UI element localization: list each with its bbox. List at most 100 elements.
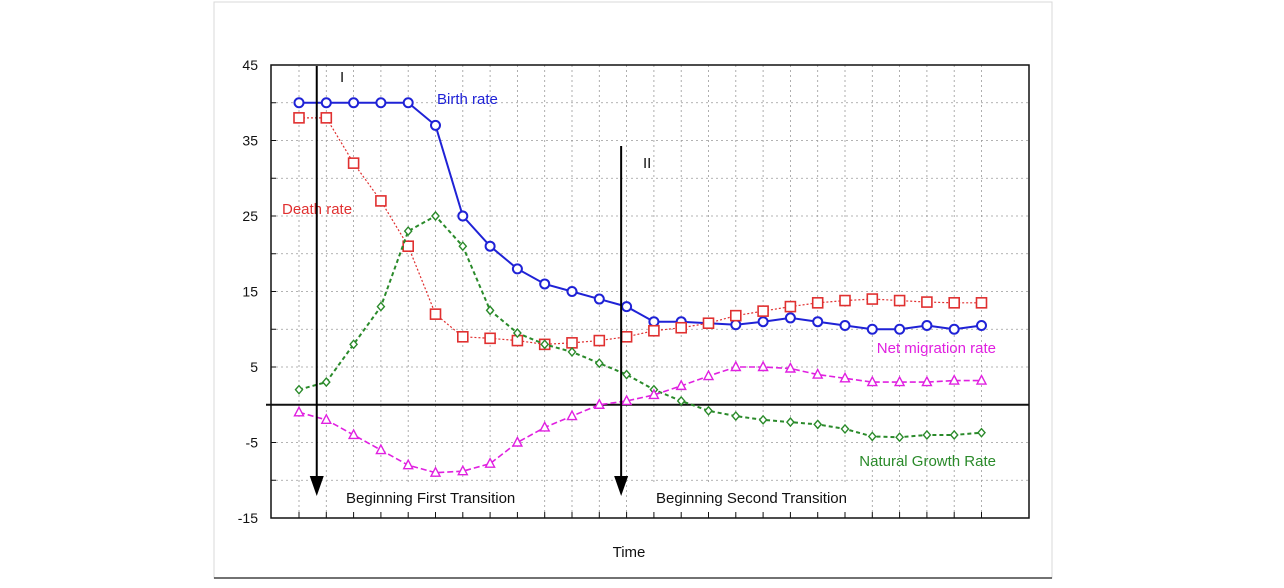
series-natural-growth-rate: Natural Growth Rate bbox=[294, 210, 996, 470]
net-migration-rate-line bbox=[298, 366, 982, 474]
death-rate-point bbox=[484, 332, 496, 345]
net-migration-rate-point bbox=[893, 375, 906, 387]
natural-growth-rate-point bbox=[977, 427, 986, 438]
death-rate-point bbox=[811, 297, 824, 309]
series-net-migration-rate: Net migration rate bbox=[293, 340, 996, 477]
birth-rate-point bbox=[293, 97, 305, 109]
birth-rate-point bbox=[484, 240, 496, 252]
transition-markers: I Beginning First Transition II Beginning S… bbox=[309, 66, 853, 512]
birth-rate-point bbox=[948, 323, 960, 335]
net-migration-rate-point bbox=[429, 466, 442, 477]
death-rate-point bbox=[784, 300, 797, 313]
natural-growth-rate-point bbox=[567, 346, 577, 357]
transition-roman-label: II bbox=[643, 155, 651, 172]
birth-rate-point bbox=[348, 97, 360, 109]
death-rate-point bbox=[648, 324, 660, 337]
death-rate-point bbox=[320, 112, 333, 124]
net-migration-rate-point bbox=[784, 362, 797, 373]
arrow-head-icon bbox=[614, 476, 629, 496]
y-tick-label: 25 bbox=[242, 208, 258, 224]
arrow-head-icon bbox=[309, 476, 324, 496]
natural-growth-rate-point bbox=[676, 395, 686, 407]
birth-rate-point bbox=[621, 301, 633, 313]
natural-growth-rate-point bbox=[512, 327, 522, 339]
death-rate-point bbox=[948, 297, 961, 309]
natural-growth-rate-point bbox=[485, 305, 495, 316]
transition-marker-1: I Beginning First Transition bbox=[309, 66, 536, 512]
y-tick-labels: 45 35 25 15 5 -5 -15 bbox=[238, 57, 258, 526]
net-migration-rate-point bbox=[620, 394, 633, 406]
y-tick-label: 45 bbox=[242, 57, 258, 73]
transition-marker-2: II Beginning Second Transition bbox=[614, 146, 853, 512]
net-migration-rate-point bbox=[948, 374, 960, 385]
net-migration-rate-point bbox=[566, 409, 578, 421]
net-migration-rate-point bbox=[511, 436, 524, 447]
natural-growth-rate-point bbox=[867, 431, 877, 442]
plot-border bbox=[270, 64, 1030, 519]
annotation-background bbox=[341, 484, 536, 512]
natural-growth-rate-point bbox=[813, 419, 823, 430]
death-rate-point bbox=[429, 308, 442, 320]
net-migration-rate-point bbox=[812, 368, 824, 379]
birth-rate-point bbox=[894, 323, 906, 335]
death-rate-point bbox=[921, 296, 933, 308]
birth-rate-point bbox=[812, 316, 824, 328]
birth-rate-point bbox=[866, 323, 878, 335]
birth-rate-point bbox=[839, 319, 851, 331]
natural-growth-rate-point bbox=[594, 358, 604, 369]
birth-rate-point bbox=[730, 319, 742, 331]
death-rate-point bbox=[620, 330, 633, 343]
birth-rate-point bbox=[784, 312, 796, 324]
natural-growth-rate-point bbox=[458, 241, 468, 252]
net-migration-rate-point bbox=[730, 360, 742, 372]
net-migration-rate-point bbox=[293, 405, 305, 417]
natural-growth-rate-point bbox=[540, 339, 550, 350]
series-birth-rate: Birth rate bbox=[293, 91, 987, 335]
net-migration-rate-point bbox=[320, 413, 332, 425]
death-rate-point bbox=[675, 321, 688, 334]
net-migration-rate-point bbox=[484, 457, 496, 468]
birth-rate-point bbox=[402, 97, 414, 109]
transition-annotation: Beginning Second Transition bbox=[656, 490, 847, 507]
death-rate-point bbox=[456, 330, 469, 343]
net-migration-rate-point bbox=[593, 398, 605, 409]
death-rate-point bbox=[839, 294, 851, 307]
net-migration-rate-point bbox=[702, 369, 715, 381]
birth-rate-point bbox=[757, 316, 769, 328]
birth-rate-point bbox=[430, 119, 441, 131]
y-tick-label: 5 bbox=[250, 359, 258, 375]
net-migration-rate-point bbox=[921, 375, 933, 387]
series-group: Birth rate Death rate Natural Growth Rate N… bbox=[282, 91, 996, 477]
net-migration-rate-point bbox=[866, 375, 878, 387]
net-migration-rate-point bbox=[757, 360, 769, 372]
y-tick-label: 15 bbox=[242, 284, 258, 300]
death-rate-point bbox=[729, 309, 742, 322]
death-rate-point bbox=[375, 195, 387, 207]
net-migration-rate-point bbox=[975, 374, 988, 385]
natural-growth-rate-point bbox=[403, 226, 413, 237]
birth-rate-point bbox=[921, 319, 933, 331]
natural-growth-rate-point bbox=[785, 417, 795, 428]
death-rate-point bbox=[757, 305, 769, 317]
natural-growth-rate-point bbox=[704, 405, 713, 416]
birth-rate-point bbox=[593, 293, 605, 305]
natural-growth-rate-label: Natural Growth Rate bbox=[859, 453, 996, 470]
net-migration-rate-point bbox=[839, 371, 851, 383]
death-rate-point bbox=[866, 293, 879, 305]
x-axis-label: Time bbox=[613, 544, 646, 561]
death-rate-point bbox=[893, 294, 906, 307]
natural-growth-rate-point bbox=[840, 423, 850, 434]
natural-growth-rate-point bbox=[731, 411, 741, 422]
natural-growth-rate-point bbox=[294, 384, 304, 395]
birth-rate-point bbox=[976, 319, 987, 331]
death-rate-point bbox=[293, 112, 305, 124]
death-rate-point bbox=[593, 334, 606, 347]
birth-rate-point bbox=[457, 210, 469, 222]
net-migration-rate-label: Net migration rate bbox=[877, 340, 996, 357]
natural-growth-rate-point bbox=[949, 429, 959, 441]
net-migration-rate-point bbox=[457, 464, 469, 476]
net-migration-rate-point bbox=[347, 428, 360, 440]
transition-roman-label: I bbox=[340, 69, 344, 86]
net-migration-rate-point bbox=[675, 379, 687, 391]
